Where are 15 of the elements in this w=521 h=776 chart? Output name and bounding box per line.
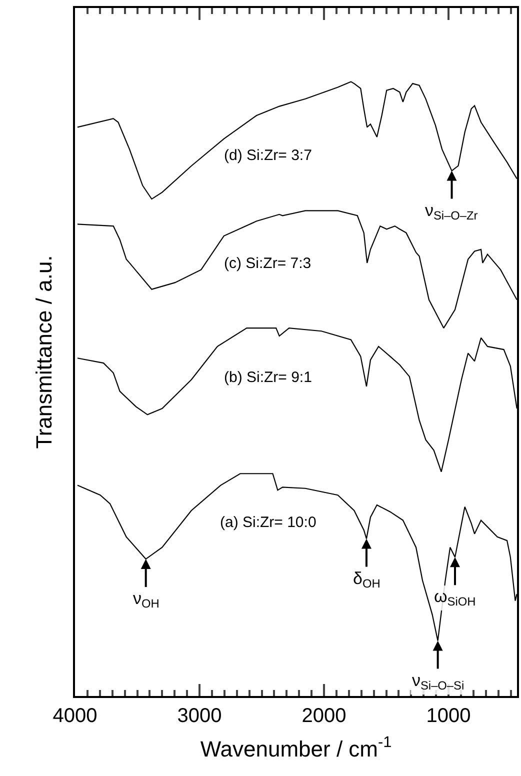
series-label: (a) Si:Zr= 10:0	[220, 514, 316, 531]
annotation: ν$_{Si–O–Zr}$	[425, 201, 478, 223]
series-label: (b) Si:Zr= 9:1	[224, 369, 312, 386]
x-tick-label: 2000	[302, 705, 346, 727]
annotation: ω$_{SiOH}$	[434, 587, 476, 609]
x-tick-label: 3000	[177, 705, 222, 727]
x-tick-label: 1000	[426, 705, 471, 727]
series-label: (d) Si:Zr= 3:7	[224, 147, 312, 164]
series-label: (c) Si:Zr= 7:3	[224, 255, 312, 272]
annotation: ν$_{Si–O–Si}$	[412, 671, 464, 693]
annotation: ν$_{OH}$	[133, 589, 160, 611]
x-tick-label: 4000	[52, 705, 98, 727]
y-axis-title: Transmittance / a.u.	[31, 255, 56, 449]
annotation: δ$_{OH}$	[353, 569, 380, 591]
x-axis-title: Wavenumber / cm$^{-1}$	[200, 734, 392, 762]
